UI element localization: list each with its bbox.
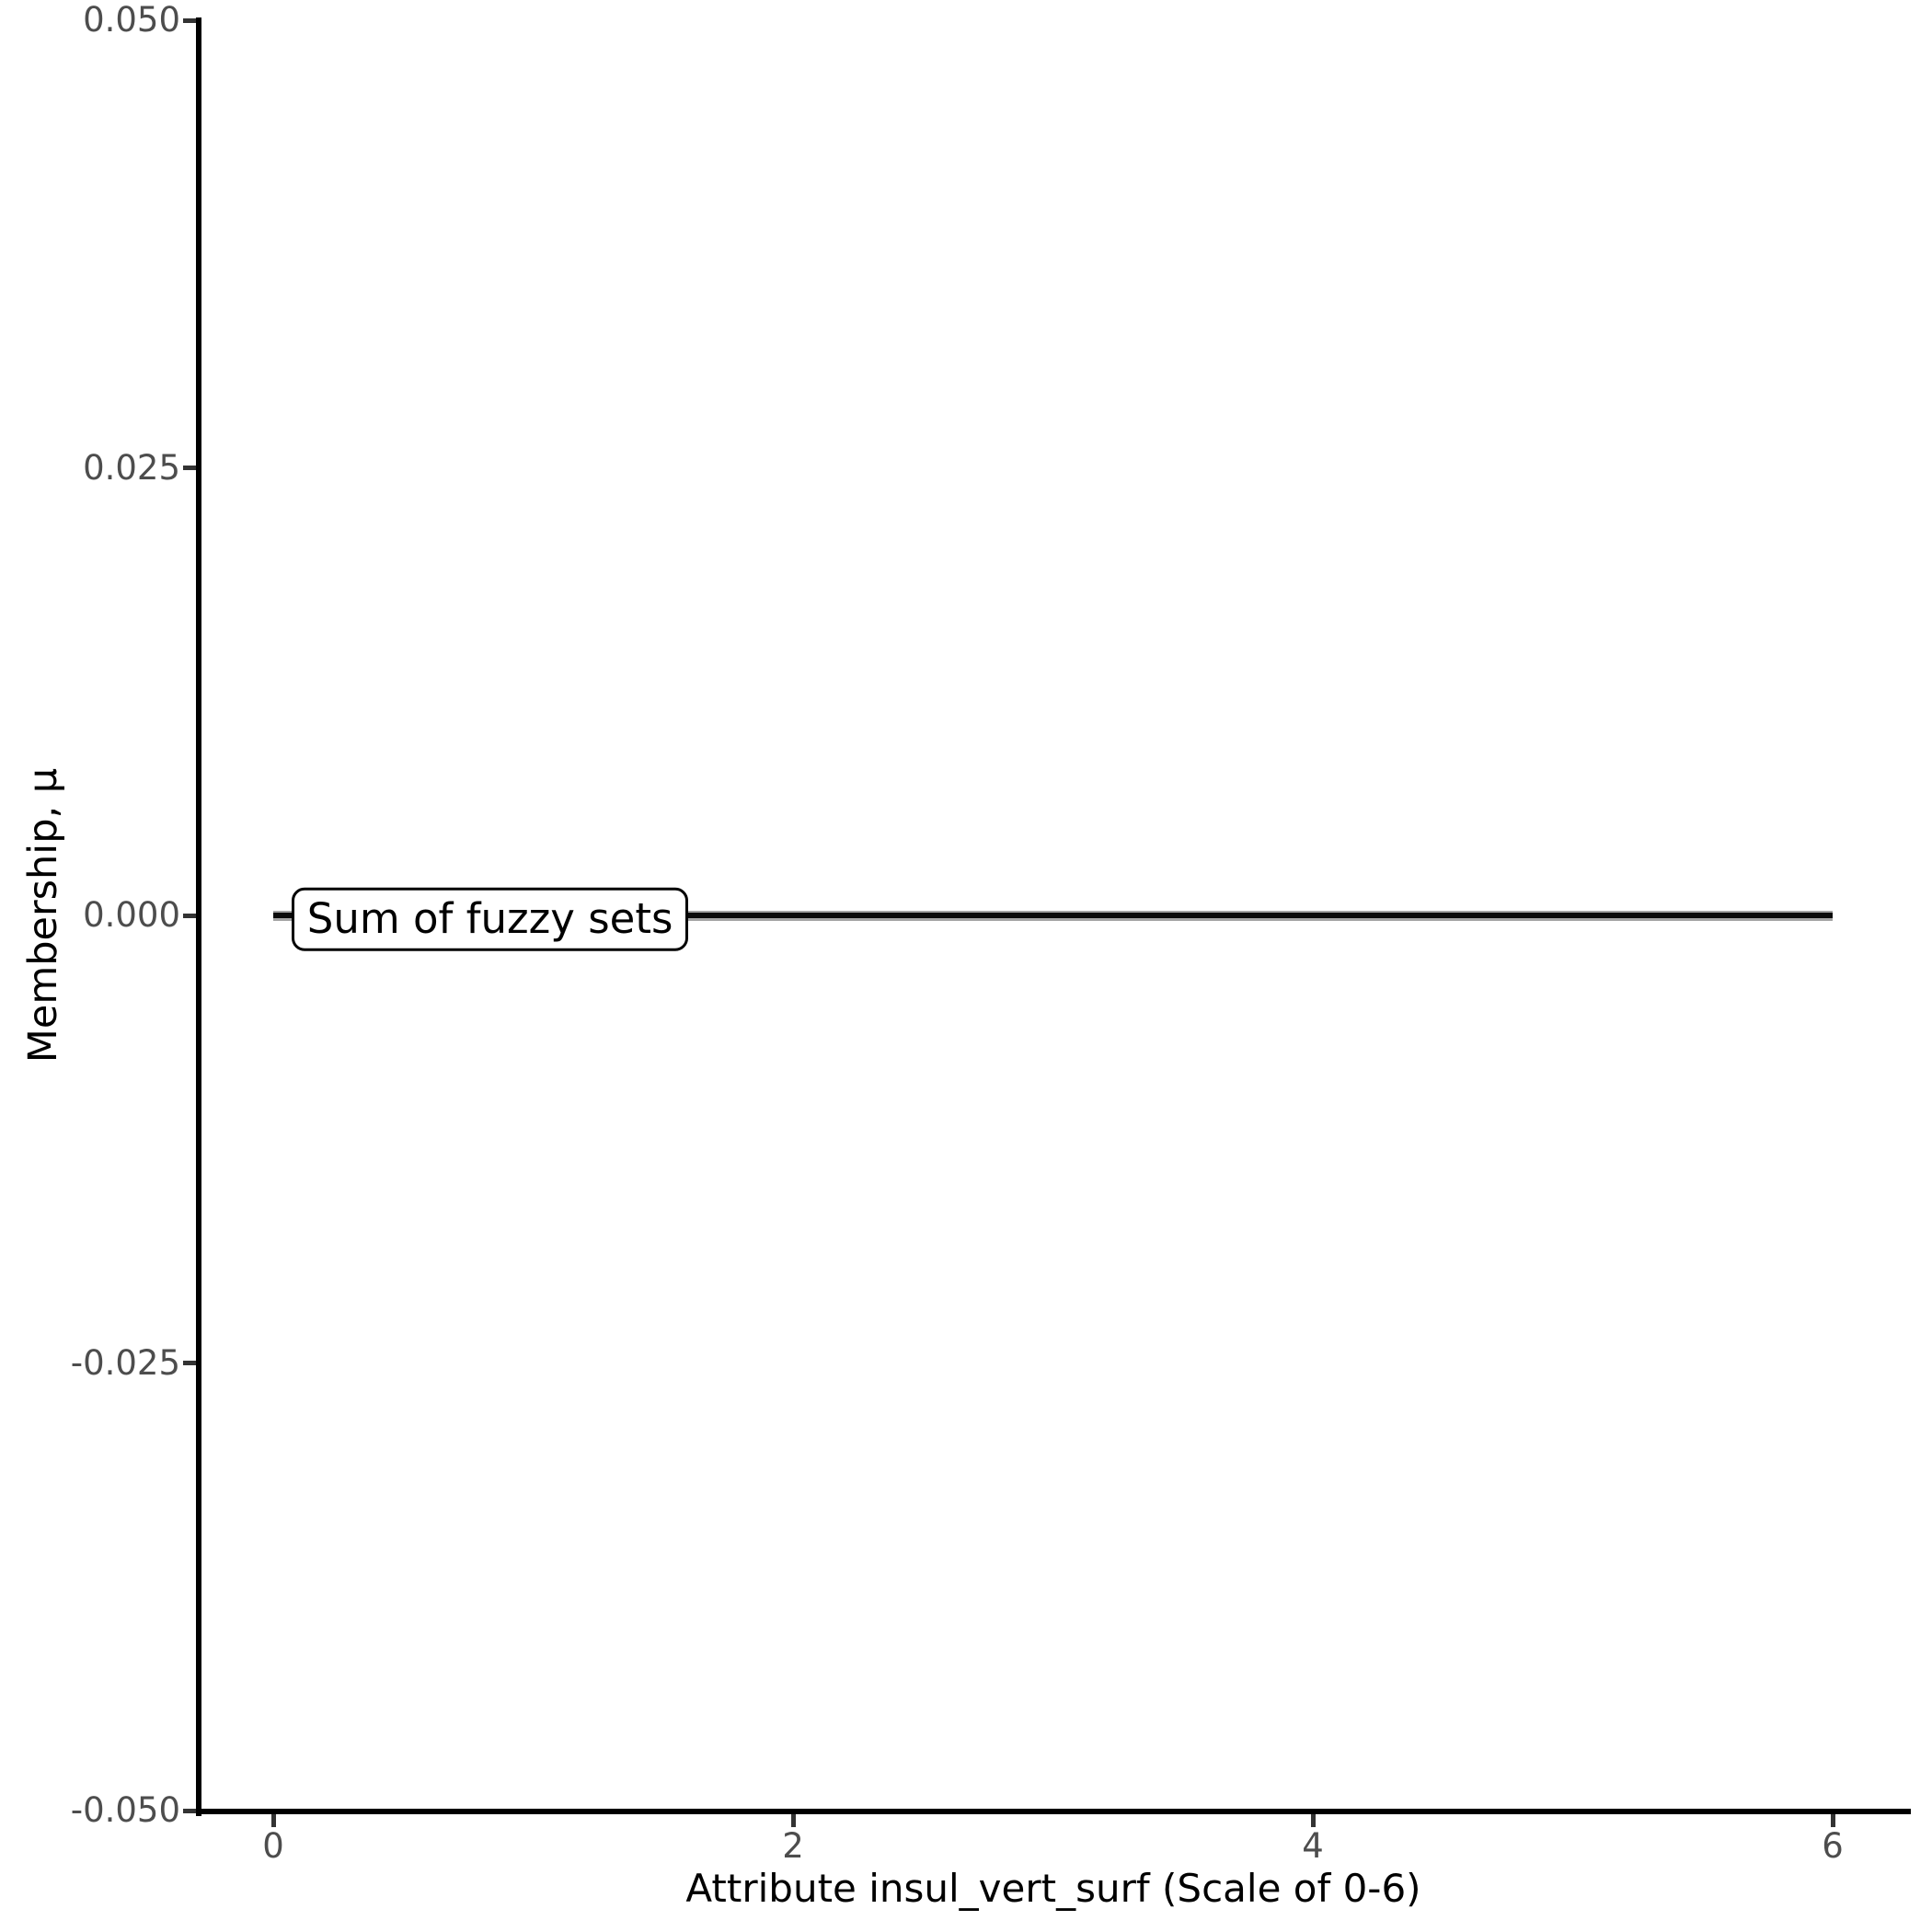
y-tick-mark — [183, 17, 196, 23]
y-tick-label: -0.050 — [70, 1790, 180, 1830]
annotation-label-text: Sum of fuzzy sets — [306, 893, 673, 943]
y-tick-label: 0.050 — [83, 0, 180, 40]
y-tick-mark — [183, 913, 196, 918]
x-tick-mark — [1830, 1814, 1835, 1827]
y-tick-mark — [183, 466, 196, 470]
x-tick-label: 0 — [262, 1826, 284, 1866]
x-tick-label: 4 — [1302, 1826, 1324, 1866]
y-axis-title: Membership, μ — [20, 767, 66, 1064]
x-tick-mark — [270, 1814, 276, 1827]
y-axis-line — [196, 17, 201, 1816]
plot-area — [198, 20, 1911, 1811]
annotation-label-box: Sum of fuzzy sets — [291, 887, 689, 951]
x-tick-label: 2 — [782, 1826, 804, 1866]
x-tick-label: 6 — [1822, 1826, 1844, 1866]
x-tick-mark — [790, 1814, 796, 1827]
x-axis-line — [196, 1809, 1911, 1814]
x-tick-mark — [1310, 1814, 1316, 1827]
x-axis-title: Attribute insul_vert_surf (Scale of 0-6) — [685, 1866, 1421, 1911]
y-tick-mark — [183, 1361, 196, 1365]
y-tick-label: 0.000 — [83, 895, 180, 935]
y-tick-label: 0.025 — [83, 447, 180, 488]
y-tick-mark — [183, 1808, 196, 1813]
y-tick-label: -0.025 — [70, 1342, 180, 1383]
series-line-sum-of-fuzzy-sets — [273, 913, 1833, 918]
